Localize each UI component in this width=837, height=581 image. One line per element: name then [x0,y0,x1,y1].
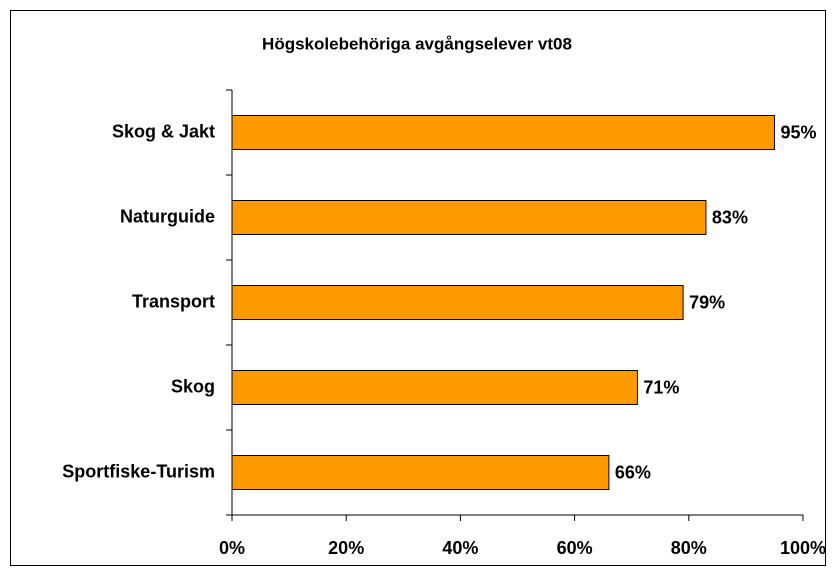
y-tick-label: Sportfiske-Turism [62,461,215,481]
bar [231,115,775,150]
bar [231,285,684,320]
bar [231,455,610,490]
x-tick-label: 60% [557,538,593,558]
x-tick-label: 20% [328,538,364,558]
x-tick-label: 0% [219,538,245,558]
x-tick-label: 40% [442,538,478,558]
bar [231,370,638,405]
y-tick-label: Skog & Jakt [112,121,215,141]
value-label: 79% [689,292,725,312]
chart-title: Högskolebehöriga avgångselever vt08 [262,34,572,53]
x-tick-label: 100% [780,538,826,558]
value-label: 95% [780,122,816,142]
bar [231,200,707,235]
y-tick-label: Naturguide [120,206,215,226]
x-tick-label: 80% [671,538,707,558]
value-label: 71% [643,377,679,397]
value-label: 83% [712,207,748,227]
value-label: 66% [615,462,651,482]
y-tick-label: Skog [171,376,215,396]
y-tick-label: Transport [132,291,215,311]
